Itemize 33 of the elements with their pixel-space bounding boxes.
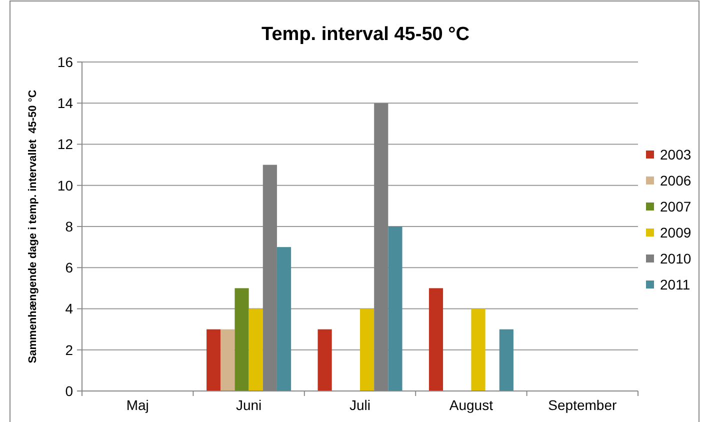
y-axis-title: Sammenhængende dage i temp. intervallet 45-50 °C <box>27 90 39 364</box>
x-tick-label: Maj <box>126 397 149 413</box>
legend-label: 2011 <box>660 276 690 292</box>
legend-label: 2009 <box>660 224 692 240</box>
bar <box>318 329 332 391</box>
y-tick-label: 16 <box>57 54 74 70</box>
bar <box>248 308 263 391</box>
bar <box>428 288 444 391</box>
bar <box>388 226 402 391</box>
chart-title: Temp. interval 45-50 °C <box>262 24 470 45</box>
y-tick-label: 2 <box>65 342 74 358</box>
y-tick-label: 12 <box>57 136 74 152</box>
legend-label: 2003 <box>660 146 692 162</box>
x-tick-label: August <box>449 397 494 413</box>
legend-label: 2010 <box>660 250 692 266</box>
y-tick-label: 4 <box>65 300 74 317</box>
bar <box>234 288 249 391</box>
x-tick-label: Juni <box>236 397 262 413</box>
y-tick-label: 0 <box>65 382 74 399</box>
bar <box>360 308 374 391</box>
y-tick-label: 10 <box>57 177 74 194</box>
y-tick-label: 14 <box>57 95 74 112</box>
legend-label: 2007 <box>660 198 692 214</box>
y-tick-label: 8 <box>65 218 74 234</box>
bar <box>276 247 292 391</box>
x-tick-label: September <box>548 397 617 413</box>
bar <box>471 308 486 391</box>
bar <box>206 329 221 391</box>
bar <box>499 329 514 391</box>
legend-label: 2006 <box>660 172 692 188</box>
x-tick-label: Juli <box>349 397 371 413</box>
bar <box>220 329 235 391</box>
y-tick-label: 6 <box>65 260 74 276</box>
